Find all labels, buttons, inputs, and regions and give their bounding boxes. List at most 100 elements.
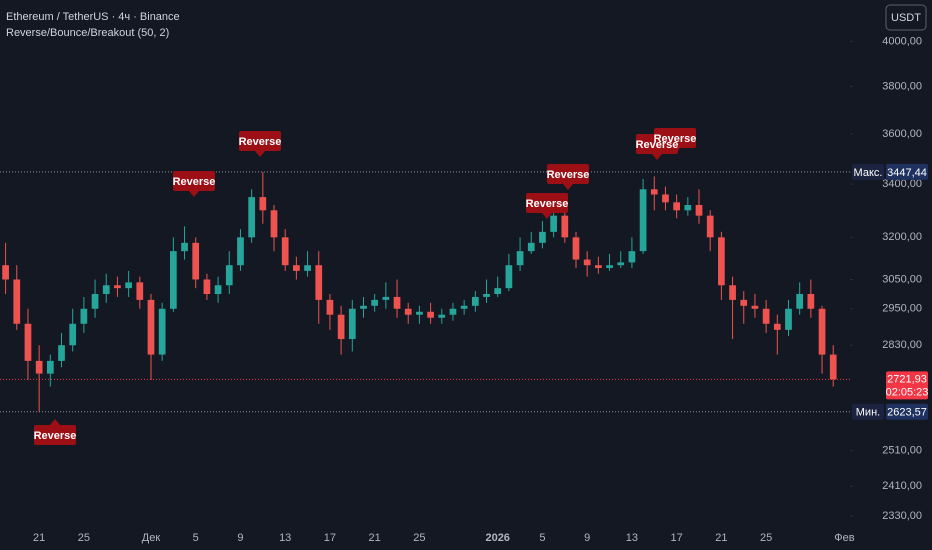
price-line-value-box (886, 403, 928, 420)
candle-body (460, 305, 468, 309)
candle-body (527, 242, 535, 252)
candle-body (449, 308, 457, 315)
candle-body (181, 242, 188, 252)
annotation-box (173, 171, 215, 191)
annotation-label: Reverse (34, 430, 77, 442)
annotation-pointer (563, 184, 573, 190)
candle-body (516, 251, 524, 266)
annotation-label: Reverse (173, 176, 216, 188)
candle-body (382, 296, 390, 300)
candle-body (539, 231, 546, 243)
y-tick-label: 4000,00 (882, 35, 922, 47)
y-tick-label: 2830,00 (882, 339, 922, 351)
candle-body (46, 360, 54, 374)
candle-body (225, 265, 233, 286)
candle-body (807, 294, 815, 309)
candle-body (639, 189, 647, 252)
candle-body (80, 308, 88, 324)
candle-body (371, 299, 379, 306)
candle-body (259, 197, 267, 211)
annotation-pointer (189, 191, 199, 197)
annotation-box (526, 193, 568, 213)
price-line-name-box (852, 163, 884, 180)
y-tick-label: 3600,00 (882, 128, 922, 140)
x-tick-label: 17 (671, 532, 683, 544)
candle-body (214, 285, 222, 295)
candle-body (695, 205, 703, 216)
last-price-box (886, 371, 928, 400)
x-tick-label: 21 (369, 532, 381, 544)
x-tick-label: 13 (626, 532, 638, 544)
price-line-value: 2623,57 (887, 407, 927, 419)
candle-body (2, 265, 9, 280)
candle-body (91, 294, 99, 309)
candle-body (192, 242, 200, 280)
x-tick-label: 17 (324, 532, 336, 544)
candle-body (785, 308, 792, 330)
candle-body (729, 285, 736, 300)
price-line-name: Макс. (854, 167, 883, 179)
candle-body (483, 294, 490, 297)
candle-body (818, 308, 826, 355)
annotation-label: Reverse (547, 169, 590, 181)
candle-body (304, 265, 311, 271)
annotation-box (239, 131, 281, 151)
candle-body (595, 265, 602, 269)
y-tick-label: 3400,00 (882, 178, 922, 190)
currency-label[interactable]: USDT (891, 12, 921, 24)
x-tick-label: 5 (539, 532, 545, 544)
candle-body (170, 251, 177, 309)
candle-body (583, 259, 591, 266)
last-price-value: 2721,93 (887, 373, 927, 385)
x-tick-label: Фев (834, 532, 854, 544)
candle-body (673, 202, 680, 211)
y-tick-label: 2410,00 (882, 480, 922, 492)
x-tick-label: 2026 (485, 532, 509, 544)
candle-body (237, 237, 244, 266)
candle-body (35, 360, 43, 374)
candle-body (13, 279, 21, 324)
candle-body (281, 237, 289, 266)
candle-body (662, 194, 669, 203)
x-tick-label: 9 (584, 532, 590, 544)
candle-body (796, 294, 804, 309)
price-line-value-box (886, 163, 928, 180)
x-tick-label: 5 (193, 532, 199, 544)
annotation-label: Reverse (526, 198, 569, 210)
plot (0, 128, 850, 445)
candle-body (773, 323, 781, 330)
candle-body (550, 215, 557, 232)
y-tick-label: 2330,00 (882, 510, 922, 522)
candle-body (740, 299, 748, 306)
candle-body (606, 265, 613, 269)
annotation-label: Reverse (636, 139, 679, 151)
candle-body (125, 282, 132, 289)
annotation-box (547, 164, 589, 184)
x-tick-label: 25 (760, 532, 772, 544)
chart-title: Ethereum / TetherUS · 4ч · Binance (6, 11, 180, 23)
candle-body (706, 215, 714, 238)
annotation-pointer (670, 148, 680, 154)
currency-button[interactable] (885, 4, 927, 31)
annotation-label: Reverse (654, 133, 697, 145)
x-tick-label: 13 (279, 532, 291, 544)
candle-body (762, 308, 770, 324)
candle-body (203, 279, 211, 295)
annotation-pointer (652, 154, 662, 160)
y-tick-label: 3800,00 (882, 80, 922, 92)
candle-body (751, 305, 759, 309)
candle-body (102, 285, 110, 295)
price-line-value: 3447,44 (887, 167, 927, 179)
candle-body (404, 308, 412, 315)
candle-body (718, 237, 725, 286)
candle-body (293, 265, 300, 271)
candle-body (315, 265, 323, 300)
candle-body (360, 305, 367, 309)
price-line-name-box (852, 403, 884, 420)
y-tick-label: 2510,00 (882, 445, 922, 457)
candle-body (829, 354, 837, 380)
price-line-name: Мин. (856, 407, 880, 419)
candle-body (494, 288, 502, 295)
